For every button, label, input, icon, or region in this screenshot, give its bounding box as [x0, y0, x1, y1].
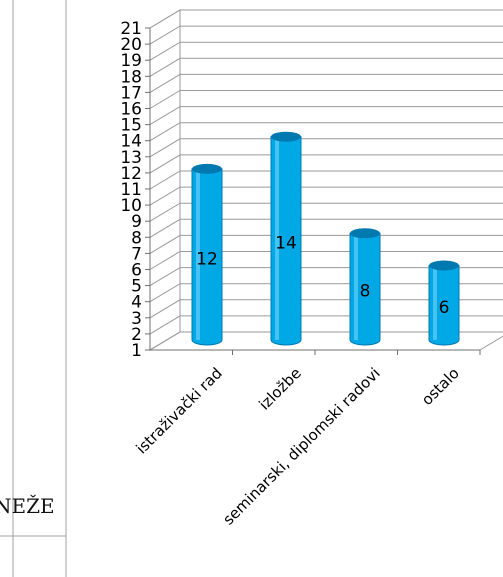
gridline: [149, 202, 503, 222]
category-label: ostalo: [418, 364, 463, 409]
gridline: [149, 186, 503, 206]
y-tick-label: 19: [120, 51, 142, 71]
bar-top: [192, 163, 222, 174]
y-tick-label: 14: [120, 132, 142, 152]
gridline: [149, 25, 503, 45]
category-label: istraživački rad: [132, 364, 225, 457]
bar-top: [350, 228, 380, 239]
bar: 8: [349, 228, 381, 346]
gridline: [149, 57, 503, 77]
y-tick-label: 12: [120, 164, 142, 184]
y-tick-label: 17: [120, 83, 142, 103]
gridline: [149, 73, 503, 93]
y-tick-label: 16: [120, 100, 142, 120]
y-tick-label: 3: [131, 309, 142, 329]
chart-bars: 12 14 8 6: [191, 131, 460, 346]
gridline: [149, 218, 503, 238]
gridline: [149, 315, 503, 335]
y-tick-label: 11: [120, 180, 142, 200]
gridline: [149, 170, 503, 190]
bar: 14: [270, 131, 302, 346]
data-label: 6: [439, 298, 450, 318]
y-tick-label: 9: [131, 212, 142, 232]
bar-highlight: [196, 170, 200, 340]
y-tick-label: 8: [131, 228, 142, 248]
gridline: [149, 299, 503, 319]
gridline: [149, 106, 503, 126]
gridline: [149, 283, 503, 303]
y-tick-label: 20: [120, 35, 142, 55]
data-label: 12: [196, 249, 218, 269]
y-tick-label: 5: [131, 277, 142, 297]
y-tick-label: 4: [131, 293, 142, 313]
y-tick-label: 1: [131, 341, 142, 361]
y-tick-label: 6: [131, 261, 142, 281]
gridline: [149, 234, 503, 254]
bar-top: [271, 131, 301, 142]
y-tick-label: 10: [120, 196, 142, 216]
bar: 12: [191, 163, 223, 346]
y-tick-label: 13: [120, 148, 142, 168]
bar-top: [429, 260, 459, 271]
y-tick-label: 18: [120, 67, 142, 87]
bar: 6: [428, 260, 460, 346]
gridline: [149, 267, 503, 287]
y-tick-label: 2: [131, 325, 142, 345]
bar-highlight: [354, 235, 358, 340]
gridline: [149, 122, 503, 142]
gridline: [149, 331, 503, 351]
y-tick-label: 21: [120, 19, 142, 39]
gridline: [149, 251, 503, 270]
chart-gridlines: [149, 9, 503, 351]
data-label: 8: [360, 282, 371, 302]
gridline: [149, 154, 503, 174]
y-tick-label: 15: [120, 116, 142, 136]
gridline: [149, 9, 503, 29]
bar-highlight: [275, 138, 279, 340]
y-tick-label: 7: [131, 244, 142, 264]
category-label: izložbe: [255, 364, 305, 414]
bar-highlight: [433, 267, 437, 340]
gridline: [149, 41, 503, 61]
data-label: 14: [275, 233, 297, 253]
table-cell-text: NEŽE: [0, 494, 55, 518]
category-label: seminarski, diplomski radovi: [219, 364, 383, 528]
gridline: [149, 90, 503, 109]
gridline: [149, 138, 503, 158]
